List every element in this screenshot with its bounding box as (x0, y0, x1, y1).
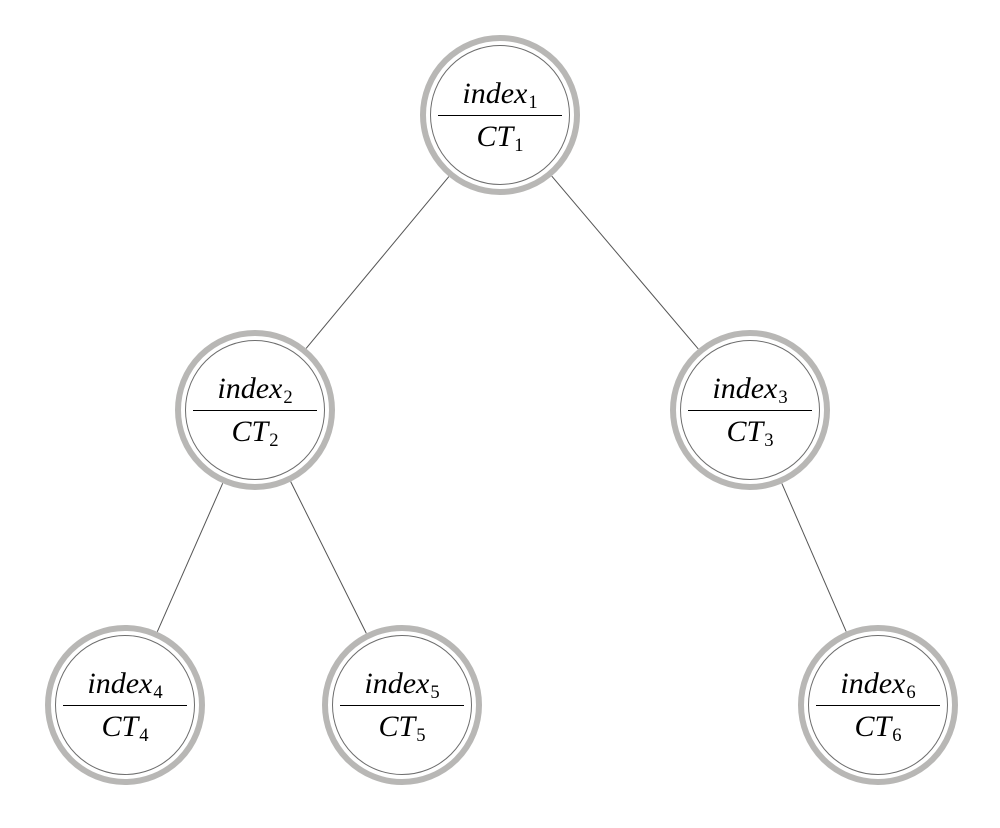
node-divider (688, 410, 813, 411)
node-top-text: index (840, 669, 905, 699)
tree-node: index4CT4 (45, 625, 205, 785)
node-bottom-subscript: 6 (892, 727, 901, 746)
node-top-subscript: 5 (430, 684, 439, 703)
edge (306, 177, 449, 349)
node-top-text: index (87, 669, 152, 699)
node-bottom-text: CT (477, 122, 514, 152)
node-top-label: index2 (217, 374, 292, 404)
node-top-text: index (462, 79, 527, 109)
node-bottom-label: CT1 (477, 122, 524, 152)
node-bottom-subscript: 4 (139, 727, 148, 746)
node-bottom-subscript: 1 (514, 137, 523, 156)
tree-node: index3CT3 (670, 330, 830, 490)
node-divider (340, 705, 465, 706)
node-bottom-text: CT (102, 712, 139, 742)
tree-diagram: index1CT1index2CT2index3CT3index4CT4inde… (0, 0, 1000, 828)
node-bottom-subscript: 2 (269, 432, 278, 451)
node-top-subscript: 2 (283, 389, 292, 408)
node-top-subscript: 3 (778, 389, 787, 408)
node-divider (816, 705, 941, 706)
node-top-label: index4 (87, 669, 162, 699)
node-bottom-label: CT3 (727, 417, 774, 447)
tree-node: index2CT2 (175, 330, 335, 490)
node-divider (63, 705, 188, 706)
node-top-text: index (217, 374, 282, 404)
node-top-subscript: 1 (528, 94, 537, 113)
node-top-label: index1 (462, 79, 537, 109)
edge (291, 482, 367, 634)
node-bottom-label: CT4 (102, 712, 149, 742)
node-bottom-label: CT6 (855, 712, 902, 742)
node-divider (193, 410, 318, 411)
node-top-label: index6 (840, 669, 915, 699)
node-bottom-text: CT (727, 417, 764, 447)
node-divider (438, 115, 563, 116)
node-bottom-label: CT5 (379, 712, 426, 742)
edge (157, 483, 222, 632)
node-top-text: index (712, 374, 777, 404)
node-bottom-text: CT (232, 417, 269, 447)
tree-node: index1CT1 (420, 35, 580, 195)
node-top-text: index (364, 669, 429, 699)
node-top-subscript: 6 (906, 684, 915, 703)
tree-node: index6CT6 (798, 625, 958, 785)
node-bottom-subscript: 3 (764, 432, 773, 451)
node-bottom-subscript: 5 (416, 727, 425, 746)
node-bottom-text: CT (379, 712, 416, 742)
node-top-subscript: 4 (153, 684, 162, 703)
node-top-label: index5 (364, 669, 439, 699)
node-top-label: index3 (712, 374, 787, 404)
tree-node: index5CT5 (322, 625, 482, 785)
edge (552, 176, 699, 349)
node-bottom-text: CT (855, 712, 892, 742)
edge (782, 483, 846, 631)
node-bottom-label: CT2 (232, 417, 279, 447)
